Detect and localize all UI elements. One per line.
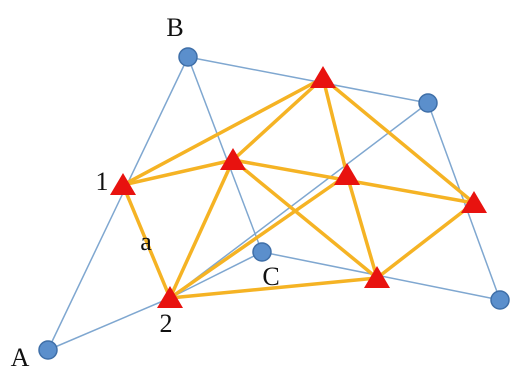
- node-label: 1: [96, 167, 109, 196]
- circles: [38, 47, 510, 360]
- node-label: B: [166, 13, 183, 42]
- edge-label: a: [140, 227, 152, 256]
- node-label: C: [262, 262, 279, 291]
- node-label: A: [11, 343, 30, 372]
- node-label: 2: [160, 309, 173, 338]
- triangles: [110, 66, 487, 308]
- orange-edges: [121, 76, 476, 300]
